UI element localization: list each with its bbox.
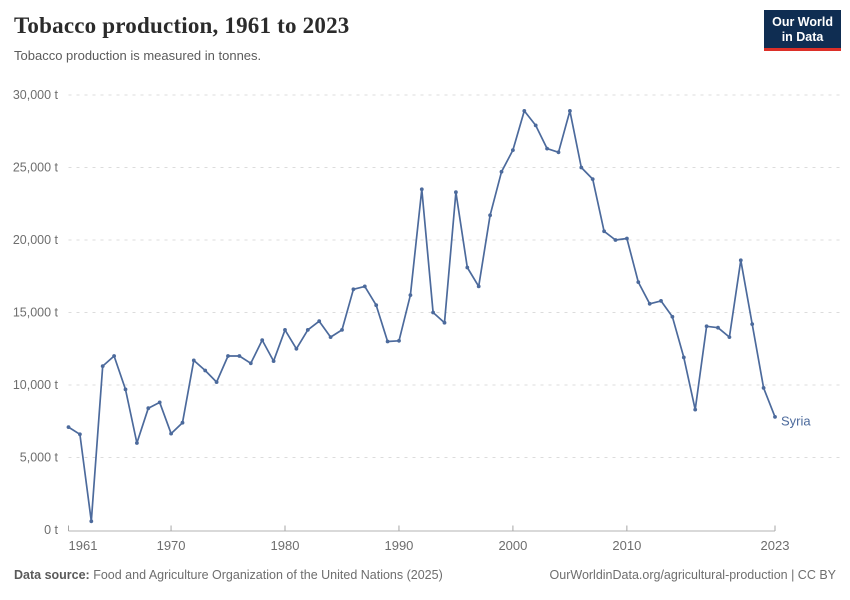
data-point: [613, 238, 618, 242]
svg-text:25,000 t: 25,000 t: [13, 161, 59, 175]
data-point: [283, 328, 287, 332]
svg-text:1970: 1970: [157, 538, 186, 553]
data-point: [476, 284, 481, 289]
data-point: [191, 358, 196, 363]
data-point: [408, 293, 413, 297]
owid-logo-line2: in Data: [781, 30, 824, 44]
svg-text:10,000 t: 10,000 t: [13, 378, 59, 392]
page-title: Tobacco production, 1961 to 2023: [14, 13, 350, 38]
chart-subtitle: Tobacco production is measured in tonnes…: [14, 47, 262, 63]
data-point: [112, 354, 116, 358]
owid-logo-line1: Our World: [772, 15, 833, 29]
svg-text:1961: 1961: [69, 538, 98, 553]
data-point: [590, 177, 595, 181]
data-point: [237, 354, 242, 358]
data-source-label: Data source:: [14, 568, 90, 582]
svg-text:20,000 t: 20,000 t: [13, 233, 59, 247]
data-point: [533, 123, 538, 128]
data-point: [647, 301, 652, 306]
svg-text:2023: 2023: [761, 538, 790, 553]
data-point: [135, 441, 139, 445]
svg-text:15,000 t: 15,000 t: [13, 306, 59, 320]
data-source: Data source: Food and Agriculture Organi…: [14, 568, 443, 582]
data-point: [750, 322, 755, 326]
svg-text:1980: 1980: [271, 538, 300, 553]
data-point: [568, 109, 572, 113]
series-line: [67, 110, 776, 523]
entity-label: Syria: [781, 413, 811, 428]
data-point: [579, 165, 584, 170]
gridlines: [68, 94, 843, 458]
data-point: [693, 407, 698, 412]
data-point: [169, 431, 174, 436]
data-point: [659, 299, 663, 303]
data-point: [636, 280, 641, 284]
data-point: [431, 310, 435, 315]
x-axis: 1961 1970 1980 1990 2000 2010 2023: [68, 525, 790, 553]
data-point: [681, 355, 686, 360]
data-point: [670, 314, 675, 319]
data-point: [556, 150, 561, 155]
chart-header: Tobacco production, 1961 to 2023 Tobacco…: [14, 12, 349, 63]
data-point: [545, 146, 549, 151]
data-point: [602, 229, 606, 234]
data-point: [385, 339, 390, 344]
svg-text:2010: 2010: [612, 538, 641, 553]
data-point: [727, 335, 732, 339]
data-point: [328, 335, 333, 339]
data-point: [317, 319, 322, 324]
attribution: OurWorldinData.org/agricultural-producti…: [549, 568, 836, 582]
owid-logo: Our World in Data: [764, 10, 841, 51]
data-point: [248, 361, 253, 366]
data-point: [499, 169, 504, 174]
data-point: [340, 328, 344, 332]
data-point: [214, 380, 219, 384]
data-point: [157, 400, 162, 405]
data-point: [351, 287, 356, 292]
data-point: [704, 324, 709, 329]
data-point: [488, 213, 492, 218]
data-point: [738, 258, 743, 263]
data-point: [89, 519, 94, 524]
data-point: [773, 415, 777, 419]
data-point: [454, 190, 458, 195]
data-point: [78, 432, 82, 437]
data-source-text: Food and Agriculture Organization of the…: [93, 568, 443, 582]
line-chart[interactable]: 0 t 5,000 t 10,000 t 15,000 t 20,000 t 25,000…: [0, 80, 850, 555]
data-point: [362, 284, 367, 289]
data-point: [294, 346, 299, 351]
data-point: [716, 325, 720, 330]
data-point: [271, 359, 276, 363]
data-point: [761, 386, 766, 390]
svg-text:1990: 1990: [384, 538, 413, 553]
svg-text:30,000 t: 30,000 t: [13, 88, 59, 102]
data-point: [226, 354, 230, 358]
y-axis-labels: 0 t 5,000 t 10,000 t 15,000 t 20,000 t 25,000…: [13, 88, 59, 537]
data-point: [146, 406, 151, 411]
data-point: [203, 368, 208, 373]
chart-footer: Data source: Food and Agriculture Organi…: [14, 568, 836, 582]
data-point: [374, 303, 379, 308]
data-point: [260, 338, 265, 342]
data-point: [465, 265, 470, 270]
data-point: [442, 320, 447, 325]
data-point: [419, 187, 424, 192]
data-point: [511, 148, 515, 152]
series-syria: Syria: [66, 109, 811, 524]
data-point: [625, 236, 629, 241]
svg-text:0 t: 0 t: [44, 523, 58, 537]
data-point: [100, 364, 105, 368]
data-point: [66, 425, 71, 429]
data-point: [305, 328, 310, 332]
svg-text:2000: 2000: [498, 538, 527, 553]
data-point: [522, 109, 527, 113]
data-point: [180, 420, 185, 425]
data-point: [397, 338, 401, 343]
svg-text:5,000 t: 5,000 t: [20, 451, 59, 465]
data-point: [123, 387, 128, 392]
